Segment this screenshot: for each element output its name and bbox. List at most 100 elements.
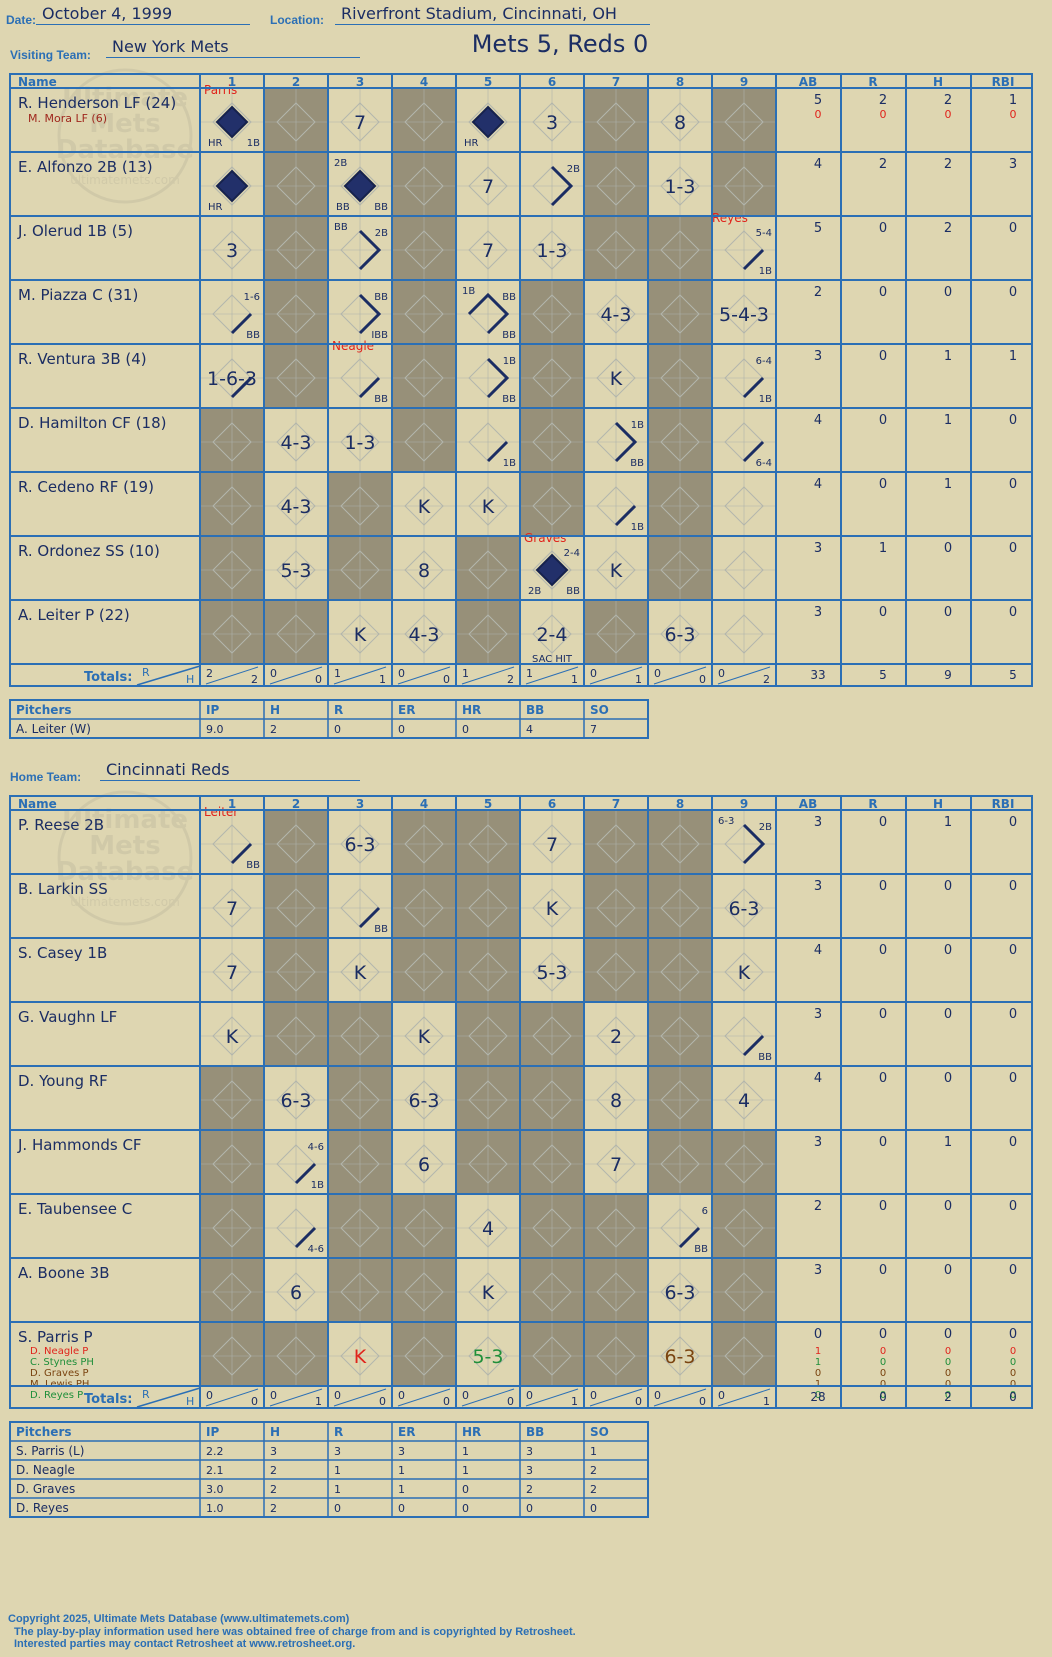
inning-hits: 0 [443,1395,450,1408]
player-stat: 5 [814,221,822,236]
play-code: 5-4-3 [719,304,769,326]
play-cell: 6 [290,1282,302,1304]
play-code: 8 [674,112,686,134]
base-path [742,440,765,463]
pitcher-stat: 2.2 [206,1445,224,1458]
play-cell: K [418,1026,431,1048]
home-stat-header: AB [799,797,817,811]
player-stat: 3 [814,815,822,830]
visitors-pitchers-table: Pitchers IP H R ER HR BB SOA. Leiter (W) 9.0 2 0 0 0… [9,699,649,739]
visitors-player-row: R. Cedeno RF (19) 4 0 1 0 [18,472,1017,536]
pitcher-stat: 1 [462,1464,469,1477]
play-cell: 1B [614,504,644,533]
totals-divider [653,666,707,685]
pitcher-stat: 0 [590,1502,597,1515]
player-stat: 1 [944,349,952,364]
play-code: 6 [418,1154,430,1176]
play-cell: 2 [610,1026,622,1048]
visiting-team-label: Visiting Team: [10,48,91,62]
team-total-stat: 0 [1009,1390,1017,1404]
play-cell: 7 [546,834,558,856]
pitcher-stat: 3 [398,1445,405,1458]
pitching-change-label: Reyes [712,211,748,225]
home-stat-header: H [933,797,943,811]
home-inning-header: 2 [292,797,300,811]
play-note: 6-4 [756,458,772,469]
home-watermark-ring [57,790,193,926]
run-scored-diamond [215,105,249,139]
play-note: BB [758,1052,772,1063]
game-title: Mets 5, Reds 0 [471,30,649,58]
play-code: 5-3 [472,1346,503,1368]
inning-hits: 0 [379,1395,386,1408]
play-cell: 5-3 [472,1346,503,1368]
home-team-label: Home Team: [10,770,82,784]
substitute-stat: 0 [815,108,822,121]
play-note: 6-4 [756,356,772,367]
play-cell: 1B 5-4 Reyes [712,211,772,277]
play-cell: 7 [482,240,494,262]
player-stat: 0 [879,413,887,428]
play-code: 6-3 [728,898,759,920]
player-stat: 2 [879,157,887,172]
play-cell: BB 1-6 [230,292,260,341]
play-code: 5-3 [536,962,567,984]
player-stat: 0 [879,1071,887,1086]
pitcher-stat: 2.1 [206,1464,224,1477]
play-cell: K [546,898,559,920]
player-name: A. Leiter P (22) [18,606,130,624]
play-code: 4-3 [280,496,311,518]
player-name: R. Ordonez SS (10) [18,542,160,560]
home-stat-header: R [868,797,877,811]
base-path [614,504,637,527]
inning-runs: 0 [718,1389,725,1402]
inning-hits: 0 [251,1395,258,1408]
play-note: BB [246,330,260,341]
play-cell: 8 [674,112,686,134]
play-cell: BB 2B [334,222,388,271]
inning-runs: 0 [270,667,277,680]
substitute-stat: 0 [1010,1379,1016,1390]
player-stat: 0 [944,1071,952,1086]
play-code: 6-3 [408,1090,439,1112]
home-stat-header: RBI [992,797,1015,811]
player-name: B. Larkin SS [18,880,108,898]
substitute-stat: 0 [945,1379,951,1390]
play-note: BB [374,202,388,213]
home-watermark-text: Database [56,857,194,887]
copyright-line: Copyright 2025, Ultimate Mets Database (… [8,1613,350,1625]
play-code: 3 [546,112,558,134]
home-scorecard: UltimateMetsDatabaseultimatemets.comName… [9,790,1033,1518]
substitute-stat: 1 [815,1346,821,1357]
play-code: 4-3 [280,432,311,454]
play-note: 1B [631,522,644,533]
play-cell: K [354,962,367,984]
inning-hits: 0 [315,673,322,686]
totals-divider [461,1388,515,1407]
home-grid [9,795,1033,1409]
run-scored-diamond [343,169,377,203]
home-player-row: J. Hammonds CF 3 0 1 0 [17,1130,1017,1194]
pitcher-column-header: H [270,1425,280,1439]
play-code: K [482,496,495,518]
play-cell: K [610,368,623,390]
play-code: 7 [610,1154,622,1176]
player-stat: 0 [879,285,887,300]
team-total-stat: 5 [879,668,887,682]
pitcher-stat: 1 [462,1445,469,1458]
play-code: K [354,1346,367,1368]
play-code: 6-3 [664,1346,695,1368]
play-note: HR [208,202,223,213]
team-total-stat: 28 [810,1390,825,1404]
player-stat: 0 [1009,541,1017,556]
totals-divider [269,666,323,685]
pitcher-stat: 2 [590,1483,597,1496]
visitors-stat-header: R [868,75,877,89]
play-note: 1B [503,458,516,469]
pitcher-stat: 1 [334,1483,341,1496]
pitcher-stat: 7 [590,723,597,736]
play-cell: BB BB 2B [334,158,388,213]
visitors-inning-header: 8 [676,75,684,89]
base-path [230,312,253,335]
play-note: 1B [631,420,644,431]
